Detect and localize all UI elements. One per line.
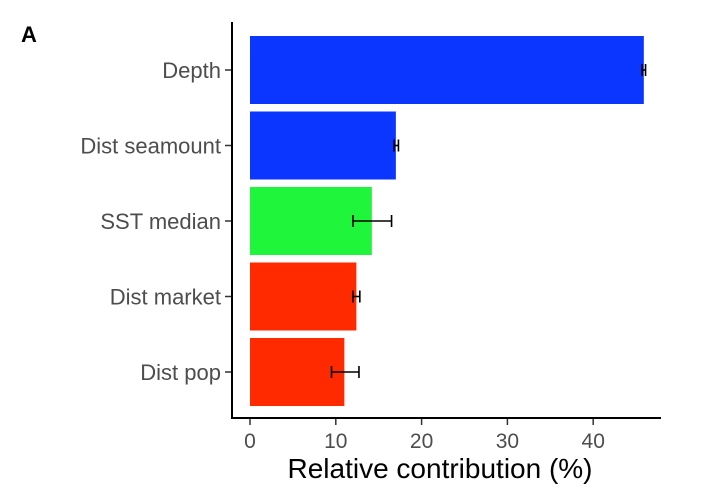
bar-dist-pop (250, 338, 345, 406)
bars-layer (250, 36, 644, 406)
panel-label: A (21, 22, 37, 47)
bar-dist-market (250, 262, 357, 331)
bar-sst-median (250, 187, 372, 255)
category-label-dist-seamount: Dist seamount (80, 134, 221, 159)
x-tick-label-0: 0 (244, 430, 256, 453)
category-label-dist-market: Dist market (110, 285, 221, 310)
x-tick-label-10: 10 (324, 430, 347, 453)
error-bar-dist-seamount (393, 139, 400, 152)
x-axis-ticks: 0 10 20 30 40 (244, 418, 605, 453)
category-label-depth: Depth (162, 58, 221, 83)
category-labels: Depth Dist seamount SST median Dist market D… (80, 58, 232, 385)
error-bars-layer (330, 64, 647, 378)
error-bar-depth (641, 64, 647, 76)
error-bar-dist-pop (330, 366, 360, 378)
x-tick-label-40: 40 (582, 430, 605, 453)
category-label-sst-median: SST median (100, 209, 221, 234)
bar-dist-seamount (250, 111, 396, 180)
error-bar-sst-median (352, 215, 393, 227)
category-label-dist-pop: Dist pop (140, 360, 221, 385)
bar-depth (250, 36, 644, 104)
x-tick-label-30: 30 (496, 430, 519, 453)
error-bar-dist-market (352, 290, 361, 303)
x-tick-label-20: 20 (410, 430, 433, 453)
x-axis-title: Relative contribution (%) (287, 453, 592, 484)
